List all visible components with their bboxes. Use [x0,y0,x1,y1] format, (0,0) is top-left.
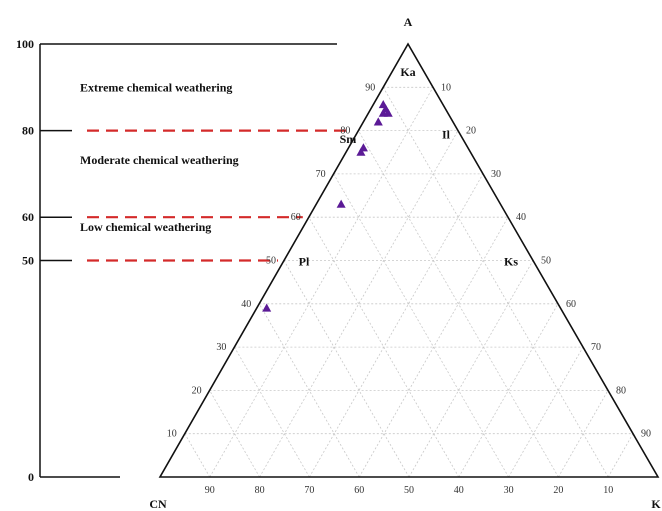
vertex-label-right: K [651,497,661,511]
cn-axis-tick-label: 20 [553,485,563,496]
cia-scale-tick-label: 0 [28,470,34,484]
k-axis-tick-label: 50 [541,256,551,267]
data-point [373,117,383,126]
mineral-label-ks: Ks [504,255,518,269]
k-axis-tick-label: 90 [641,429,651,440]
k-axis-tick-label: 10 [441,82,451,93]
cn-axis-tick-label: 40 [454,485,464,496]
a-axis-tick-label: 30 [216,342,226,353]
data-point [378,100,388,109]
grid-line [209,87,434,478]
vertex-labels: A CN K [149,15,661,511]
data-points [262,100,393,312]
mineral-label-pl: Pl [299,255,310,269]
a-axis-tick-label: 10 [167,429,177,440]
weathering-zone-label: Low chemical weathering [80,220,211,234]
cia-scale: 0 50 60 80 100 Extreme chemical weathering Mod… [16,37,353,484]
mineral-labels: Ka Sm Il Pl Ks [299,65,519,269]
a-axis-tick-label: 60 [291,212,301,223]
cia-scale-tick-label: 60 [22,210,34,224]
grid-line [408,260,534,478]
grid-line [607,433,634,478]
k-axis-tick-label: 80 [616,385,626,396]
mineral-label-ka: Ka [400,65,415,79]
grid-line [558,390,609,478]
k-axis-tick-label: 30 [491,169,501,180]
ternary-grid [184,86,634,478]
a-axis-tick-label: 40 [241,299,251,310]
grid-line [358,130,559,478]
weathering-zone-label: Extreme chemical weathering [80,80,232,94]
grid-line [258,303,360,478]
cn-axis-tick-label: 10 [603,485,613,496]
a-axis-tick-label: 70 [316,169,326,180]
ternary-outline [158,42,660,478]
grid-line [333,173,509,478]
data-point [356,147,366,156]
grid-line [209,390,260,478]
ternary-tick-labels: 10 20 30 40 50 60 70 80 90 10 20 30 40 50 60 70 80 90 90 80… [167,82,651,496]
cn-axis-tick-label: 80 [255,485,265,496]
weathering-zone-label: Moderate chemical weathering [80,153,239,167]
cn-axis-tick-label: 70 [304,485,314,496]
a-axis-tick-label: 50 [266,256,276,267]
cn-axis-tick-label: 50 [404,485,414,496]
k-axis-tick-label: 70 [591,342,601,353]
mineral-label-sm: Sm [340,132,357,146]
cia-scale-tick-label: 50 [22,254,34,268]
k-axis-tick-label: 60 [566,299,576,310]
k-axis-tick-label: 40 [516,212,526,223]
grid-line [382,87,609,478]
cn-axis-tick-label: 60 [354,485,364,496]
data-point [336,199,346,208]
grid-line [458,303,559,478]
grid-line [259,130,459,478]
mineral-label-il: Il [442,128,451,142]
grid-line [508,346,584,478]
grid-line [309,173,484,478]
grid-line [184,433,211,478]
data-point [262,303,272,312]
cia-scale-tick-label: 80 [22,124,34,138]
vertex-label-top: A [404,15,413,29]
vertex-label-left: CN [149,497,167,511]
cia-scale-tick-label: 100 [16,37,34,51]
data-point [383,108,393,117]
a-axis-tick-label: 90 [365,82,375,93]
grid-line [234,346,310,478]
a-axis-tick-label: 80 [340,126,350,137]
k-axis-tick-label: 20 [466,126,476,137]
grid-line [283,260,410,478]
cn-axis-tick-label: 90 [205,485,215,496]
a-axis-tick-label: 20 [192,385,202,396]
cn-axis-tick-label: 30 [504,485,514,496]
